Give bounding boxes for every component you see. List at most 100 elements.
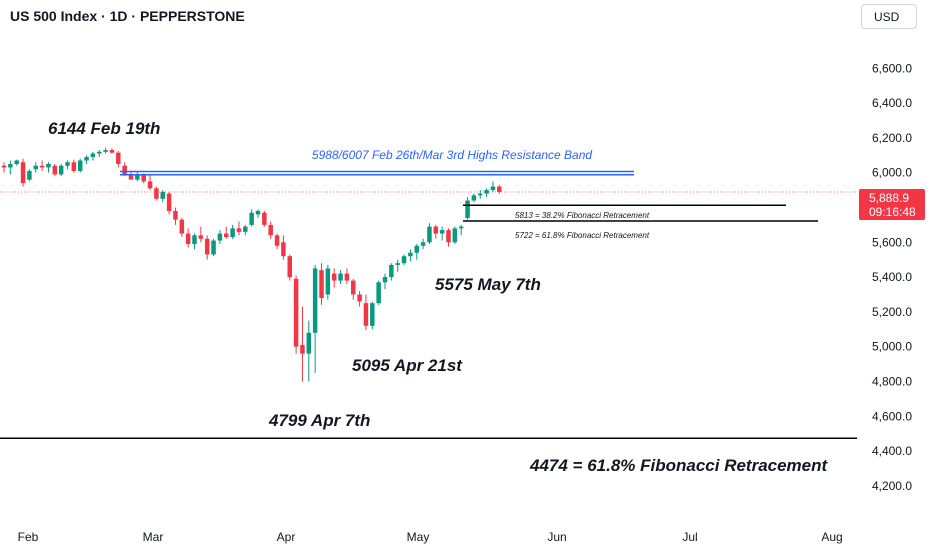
header-separator: · bbox=[131, 8, 137, 24]
candle-body bbox=[395, 263, 400, 265]
candle-body bbox=[52, 165, 58, 175]
candle-body bbox=[344, 273, 350, 281]
annotations-layer: 6144 Feb 19th 5988/6007 Feb 26th/Mar 3rd … bbox=[48, 119, 829, 475]
candle-body bbox=[224, 233, 229, 238]
time-tick-label: Feb bbox=[18, 530, 39, 544]
candle-body bbox=[408, 252, 413, 257]
candle-body bbox=[166, 193, 172, 211]
candle-body bbox=[39, 165, 45, 168]
candle-body bbox=[420, 242, 426, 246]
candle-body bbox=[90, 153, 96, 158]
candle-body bbox=[376, 282, 381, 304]
candle-body bbox=[27, 170, 32, 180]
price-tick-label: 6,600.0 bbox=[872, 61, 912, 75]
candle-body bbox=[357, 294, 362, 302]
bar-countdown: 09:16:48 bbox=[869, 205, 916, 219]
time-tick-label: Aug bbox=[821, 530, 842, 544]
candle-body bbox=[14, 160, 19, 164]
candle-body bbox=[160, 191, 165, 199]
candle-body bbox=[497, 186, 502, 193]
candle-body bbox=[109, 150, 115, 153]
chart-annotation: 5575 May 7th bbox=[435, 275, 541, 294]
chart-annotation: 5813 = 38.2% Fibonacci Retracement bbox=[515, 211, 650, 220]
price-tick-label: 5,400.0 bbox=[872, 270, 912, 284]
candle-body bbox=[147, 181, 153, 189]
candle-body bbox=[306, 332, 312, 354]
candle-body bbox=[414, 245, 419, 253]
last-price-value: 5,888.9 bbox=[869, 191, 910, 205]
source-label: PEPPERSTONE bbox=[139, 8, 245, 24]
candle-body bbox=[185, 233, 191, 245]
price-tick-label: 4,200.0 bbox=[872, 479, 912, 493]
last-price-tag: 5,888.9 09:16:48 bbox=[859, 189, 925, 220]
candle-body bbox=[331, 273, 337, 281]
candle-body bbox=[103, 150, 108, 152]
candle-body bbox=[262, 212, 267, 225]
candle-body bbox=[274, 235, 280, 246]
candle-body bbox=[71, 162, 77, 171]
hlines-layer bbox=[0, 170, 857, 439]
candle-body bbox=[1, 165, 7, 168]
candle-body bbox=[439, 230, 445, 234]
candle-body bbox=[490, 186, 496, 191]
interval-label: 1D bbox=[109, 8, 128, 24]
candle-body bbox=[338, 273, 343, 281]
candle-body bbox=[389, 264, 394, 278]
candle-body bbox=[325, 268, 331, 295]
symbol-header[interactable]: US 500 Index · 1D · PEPPERSTONE bbox=[10, 8, 245, 24]
candle-body bbox=[33, 165, 38, 170]
candle-body bbox=[465, 200, 470, 218]
symbol-name: US 500 Index bbox=[10, 8, 98, 24]
time-axis[interactable]: Feb Mar Apr May Jun Jul Aug bbox=[18, 530, 843, 544]
candle-body bbox=[20, 162, 26, 184]
candle-body bbox=[198, 235, 204, 239]
chart-annotation: 4474 = 61.8% Fibonacci Retracement bbox=[529, 456, 829, 475]
candle-body bbox=[478, 193, 483, 196]
chart-annotation: 5095 Apr 21st bbox=[352, 356, 463, 375]
candle-body bbox=[300, 344, 305, 354]
header-separator: · bbox=[101, 8, 106, 24]
candle-body bbox=[128, 174, 134, 180]
price-axis[interactable]: 4,200.0 4,400.0 4,600.0 4,800.0 5,000.0 5,200… bbox=[872, 61, 912, 493]
price-tick-label: 6,400.0 bbox=[872, 96, 912, 110]
candle-body bbox=[173, 210, 178, 220]
candle-body bbox=[446, 230, 451, 243]
candle-body bbox=[97, 151, 102, 154]
candle-body bbox=[255, 210, 261, 215]
chart-annotation: 4799 Apr 7th bbox=[268, 411, 370, 430]
candle-body bbox=[452, 228, 458, 243]
price-tick-label: 5,600.0 bbox=[872, 235, 912, 249]
chart-annotation: 5988/6007 Feb 26th/Mar 3rd Highs Resista… bbox=[312, 148, 592, 162]
candle-body bbox=[8, 163, 13, 168]
candle-body bbox=[77, 160, 83, 171]
candle-body bbox=[401, 256, 407, 264]
candle-body bbox=[84, 157, 89, 161]
price-tick-label: 6,000.0 bbox=[872, 166, 912, 180]
candle-body bbox=[211, 240, 216, 255]
candle-body bbox=[122, 165, 127, 175]
candle-body bbox=[46, 163, 51, 168]
time-tick-label: May bbox=[407, 530, 430, 544]
candle-body bbox=[433, 226, 439, 234]
time-tick-label: Apr bbox=[277, 530, 296, 544]
time-tick-label: Jul bbox=[682, 530, 697, 544]
candle-body bbox=[471, 195, 477, 201]
candle-body bbox=[458, 226, 464, 229]
candle-body bbox=[217, 233, 223, 241]
candle-body bbox=[249, 212, 254, 225]
candle-body bbox=[141, 174, 146, 182]
price-tick-label: 4,800.0 bbox=[872, 374, 912, 388]
candle-body bbox=[65, 162, 70, 166]
candle-body bbox=[281, 242, 286, 257]
candle-body bbox=[363, 303, 369, 326]
candle-body bbox=[58, 165, 64, 175]
candle-body bbox=[154, 188, 159, 199]
currency-button[interactable]: USD bbox=[861, 4, 917, 29]
price-tick-label: 5,000.0 bbox=[872, 340, 912, 354]
candle-body bbox=[293, 278, 299, 347]
candle-body bbox=[351, 280, 356, 295]
candle-body bbox=[268, 224, 273, 236]
price-tick-label: 5,200.0 bbox=[872, 305, 912, 319]
candle-body bbox=[116, 152, 121, 164]
